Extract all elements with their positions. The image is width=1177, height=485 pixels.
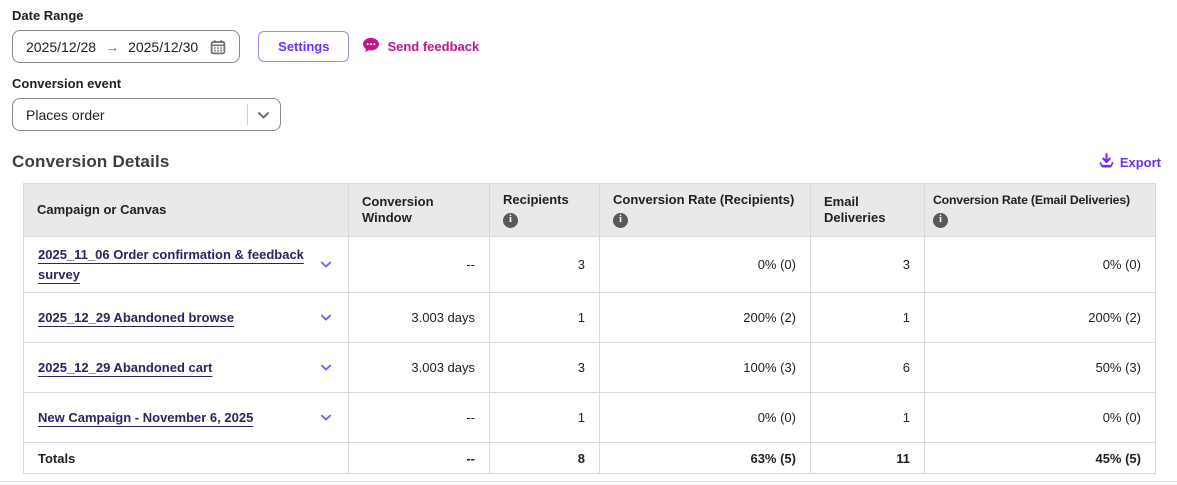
column-label: Conversion Window [362, 194, 434, 225]
cell-rate-deliveries: 50% (3) [924, 342, 1156, 393]
column-header: Conversion Window [348, 183, 490, 237]
chevron-down-icon[interactable] [318, 412, 334, 424]
cell-recipients: 1 [489, 392, 600, 443]
cell-recipients: 1 [489, 292, 600, 343]
send-feedback-label: Send feedback [387, 39, 480, 54]
cell-deliveries: 6 [810, 342, 925, 393]
campaign-link[interactable]: 2025_12_29 Abandoned cart [38, 359, 213, 375]
campaign-link[interactable]: New Campaign - November 6, 2025 [38, 409, 254, 425]
date-start-value[interactable]: 2025/12/28 [26, 38, 97, 55]
arrow-right-icon: → [105, 38, 120, 55]
cell-deliveries: 3 [810, 236, 925, 293]
column-label: Conversion Rate (Recipients) [613, 192, 795, 207]
campaign-cell: 2025_12_29 Abandoned browse [23, 292, 349, 343]
info-icon[interactable]: i [933, 213, 948, 228]
page-title: Conversion Details [12, 152, 170, 171]
cell-rate-deliveries: 0% (0) [924, 392, 1156, 443]
column-header: Conversion Rate (Email Deliveries) i [924, 183, 1156, 237]
conversion-event-label: Conversion event [12, 76, 122, 91]
info-icon[interactable]: i [503, 213, 518, 228]
calendar-icon[interactable] [210, 39, 226, 55]
table-header-row: Campaign or Canvas Conversion Window Recip… [23, 183, 1156, 237]
cell-rate-recipients: 0% (0) [599, 236, 811, 293]
cell-window: 3.003 days [348, 342, 490, 393]
info-icon[interactable]: i [613, 213, 628, 228]
column-header: Recipients i [489, 183, 600, 237]
column-label: Conversion Rate (Email Deliveries) [933, 193, 1130, 207]
cell-rate-deliveries: 0% (0) [924, 236, 1156, 293]
cell-window: 3.003 days [348, 292, 490, 343]
table-row: 2025_12_29 Abandoned browse 3.003 days 1 20… [23, 292, 1156, 343]
totals-label: Totals [23, 442, 349, 474]
conversion-event-value: Places order [26, 106, 105, 123]
column-header: Email Deliveries [810, 183, 925, 237]
date-range-input[interactable]: 2025/12/28 → 2025/12/30 [12, 30, 241, 63]
table-body: 2025_11_06 Order confirmation & feedback… [23, 236, 1156, 474]
date-range-label: Date Range [12, 8, 84, 23]
chevron-down-icon[interactable] [318, 259, 334, 271]
campaign-link[interactable]: 2025_12_29 Abandoned browse [38, 309, 235, 325]
table-row: New Campaign - November 6, 2025 -- 1 0% (0)… [23, 392, 1156, 443]
conversion-event-select[interactable]: Places order [12, 98, 281, 131]
cell-window: -- [348, 236, 490, 293]
cell-rate-deliveries: 200% (2) [924, 292, 1156, 343]
campaign-cell: 2025_12_29 Abandoned cart [23, 342, 349, 393]
campaign-link[interactable]: 2025_11_06 Order confirmation & feedback… [38, 247, 304, 282]
cell-rate-recipients: 100% (3) [599, 342, 811, 393]
column-header: Conversion Rate (Recipients) i [599, 183, 811, 237]
column-label: Campaign or Canvas [37, 202, 167, 217]
totals-recipients: 8 [489, 442, 600, 474]
export-button[interactable]: Export [1099, 153, 1161, 171]
filters-section: Date Range 2025/12/28 → 2025/12/30 Setti… [0, 0, 1177, 131]
campaign-cell: New Campaign - November 6, 2025 [23, 392, 349, 443]
totals-rate-deliveries: 45% (5) [924, 442, 1156, 474]
date-end-value[interactable]: 2025/12/30 [128, 38, 199, 55]
campaign-cell: 2025_11_06 Order confirmation & feedback… [23, 236, 349, 293]
totals-deliveries: 11 [810, 442, 925, 474]
cell-deliveries: 1 [810, 392, 925, 443]
cell-rate-recipients: 0% (0) [599, 392, 811, 443]
cell-deliveries: 1 [810, 292, 925, 343]
export-label: Export [1119, 154, 1161, 170]
column-label: Recipients [503, 192, 569, 207]
page-bottom-divider [0, 481, 1177, 482]
conversion-details-table: Campaign or Canvas Conversion Window Recip… [23, 183, 1156, 474]
chevron-down-icon[interactable] [318, 362, 334, 374]
send-feedback-link[interactable]: Send feedback [362, 37, 479, 56]
speech-bubble-icon [362, 37, 380, 56]
totals-window: -- [348, 442, 490, 474]
totals-row: Totals -- 8 63% (5) 11 45% (5) [23, 442, 1156, 474]
settings-button[interactable]: Settings [258, 31, 350, 62]
cell-rate-recipients: 200% (2) [599, 292, 811, 343]
totals-rate-recipients: 63% (5) [599, 442, 811, 474]
column-header: Campaign or Canvas [23, 183, 349, 237]
cell-recipients: 3 [489, 236, 600, 293]
download-icon [1099, 153, 1114, 171]
table-row: 2025_11_06 Order confirmation & feedback… [23, 236, 1156, 293]
chevron-down-icon[interactable] [318, 312, 334, 324]
select-divider [247, 104, 248, 125]
cell-recipients: 3 [489, 342, 600, 393]
chevron-down-icon[interactable] [257, 107, 270, 123]
column-label: Email Deliveries [824, 194, 886, 225]
table-row: 2025_12_29 Abandoned cart 3.003 days 3 100%… [23, 342, 1156, 393]
cell-window: -- [348, 392, 490, 443]
